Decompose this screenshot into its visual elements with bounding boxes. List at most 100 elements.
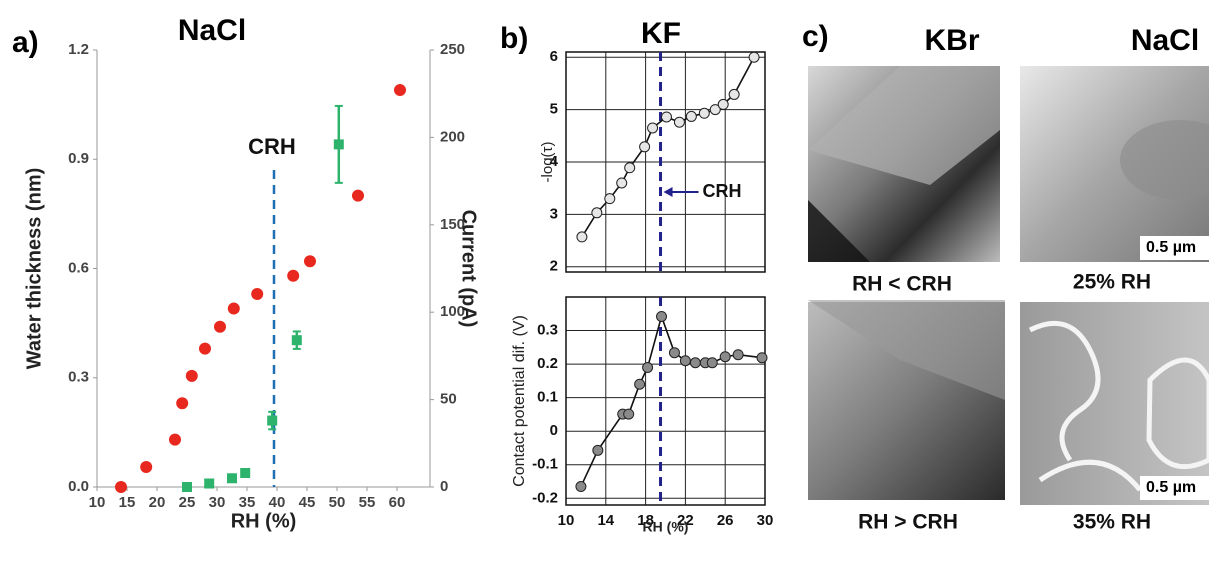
point <box>576 231 588 243</box>
point <box>591 207 603 219</box>
point <box>185 369 198 382</box>
y-axis-label: -log(τ) <box>539 142 556 183</box>
x-tick-label: 50 <box>329 494 346 511</box>
afm-image <box>1020 302 1209 505</box>
y-tick-label: 0.3 <box>537 322 558 339</box>
x-tick-label: 25 <box>179 494 196 511</box>
y2-tick-label: 250 <box>440 41 465 58</box>
x-tick-label: 40 <box>269 494 286 511</box>
scale-bar: 0.5 µm <box>1146 239 1196 256</box>
arrowhead <box>663 187 673 197</box>
y2-axis-label: Current (pA) <box>458 210 480 328</box>
column-title: KBr <box>924 24 979 57</box>
point <box>204 478 215 489</box>
caption: 25% RH <box>1073 271 1151 294</box>
point <box>227 302 240 315</box>
x-tick-label: 30 <box>209 494 226 511</box>
scale-bar: 0.5 µm <box>1146 479 1196 496</box>
afm-image <box>1020 66 1209 262</box>
y-tick-label: 4 <box>550 153 559 170</box>
y2-tick-label: 50 <box>440 391 457 408</box>
point <box>717 98 729 110</box>
x-tick-label: 60 <box>389 494 406 511</box>
point <box>575 481 587 493</box>
point <box>656 310 668 322</box>
x-tick-label: 15 <box>119 494 136 511</box>
y-tick-label: 0.6 <box>68 259 89 276</box>
point <box>604 193 616 205</box>
caption: RH > CRH <box>858 511 958 534</box>
y-tick-label: 1.2 <box>68 41 89 58</box>
point <box>623 408 635 420</box>
point <box>176 397 189 410</box>
x-tick-label: 20 <box>149 494 166 511</box>
point <box>634 378 646 390</box>
point <box>304 255 316 268</box>
x-tick-label: 30 <box>757 512 774 529</box>
y-tick-label: 0.2 <box>537 355 558 372</box>
point <box>673 116 685 128</box>
x-tick-label: 22 <box>677 512 694 529</box>
y-axis-label: Contact potential dif. (V) <box>511 315 528 487</box>
point <box>227 473 237 484</box>
point <box>679 355 691 367</box>
x-axis-label: RH (%) <box>643 519 689 535</box>
y2-tick-label: 0 <box>440 478 448 495</box>
x-tick-label: 35 <box>239 494 256 511</box>
afm-image <box>808 300 1005 500</box>
x-tick-label: 18 <box>637 512 654 529</box>
point <box>748 51 760 63</box>
y2-tick-label: 200 <box>440 128 465 145</box>
panel-label: c) <box>802 20 829 53</box>
point <box>706 357 718 369</box>
x-tick-label: 10 <box>89 494 106 511</box>
point <box>698 107 710 119</box>
caption: 35% RH <box>1073 511 1151 534</box>
plot-frame <box>565 296 766 506</box>
y-tick-label: 0.9 <box>68 150 89 167</box>
point <box>668 347 680 359</box>
point <box>616 177 628 189</box>
y2-tick-label: 150 <box>440 216 465 233</box>
column-title: NaCl <box>1131 24 1199 57</box>
point <box>709 104 721 116</box>
point <box>624 162 636 174</box>
point <box>728 88 740 100</box>
y-tick-label: 5 <box>550 101 558 118</box>
point <box>642 361 654 373</box>
point <box>214 320 226 333</box>
y2-tick-label: 100 <box>440 303 465 320</box>
point <box>333 139 344 150</box>
point <box>756 352 768 364</box>
annotation: CRH <box>248 134 296 159</box>
point <box>140 460 153 473</box>
plot-frame <box>565 51 766 273</box>
chart-title: NaCl <box>178 14 246 47</box>
point <box>685 110 697 122</box>
point <box>647 122 659 134</box>
point <box>199 342 211 355</box>
point <box>660 111 672 123</box>
point <box>267 415 278 426</box>
x-tick-label: 10 <box>558 512 575 529</box>
point <box>352 189 364 202</box>
point <box>291 335 302 346</box>
point <box>169 433 181 446</box>
y-axis-label: Water thickness (nm) <box>23 168 45 370</box>
y-tick-label: 2 <box>550 258 558 275</box>
x-axis-label: RH (%) <box>231 510 297 532</box>
fit-line <box>580 313 763 487</box>
y-tick-label: 0 <box>550 422 558 439</box>
x-tick-label: 45 <box>299 494 316 511</box>
point <box>287 269 300 282</box>
y-tick-label: 0.0 <box>68 478 89 495</box>
annotation: CRH <box>703 181 742 201</box>
point <box>115 481 127 493</box>
point <box>639 141 651 153</box>
y-tick-label: 6 <box>550 48 558 65</box>
y-tick-label: -0.2 <box>532 489 558 506</box>
x-tick-label: 26 <box>717 512 734 529</box>
afm-image <box>808 66 1000 262</box>
fit-line <box>581 56 755 238</box>
